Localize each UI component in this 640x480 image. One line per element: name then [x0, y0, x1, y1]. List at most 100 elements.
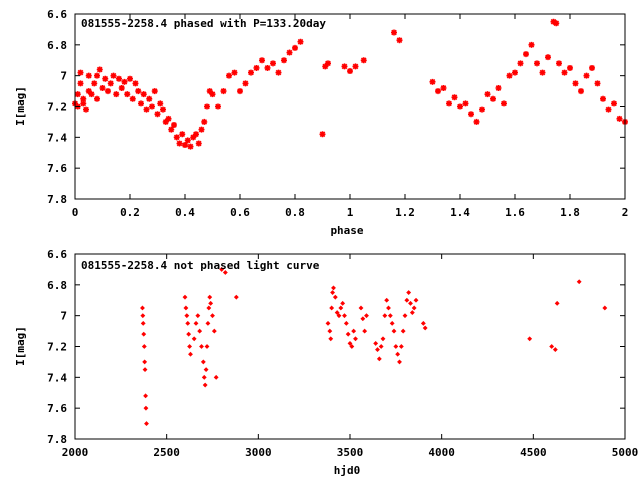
phased-data-point: [479, 106, 485, 113]
unphased-data-point: [347, 340, 353, 346]
phased-points: [72, 18, 628, 150]
unphased-data-point: [204, 344, 210, 349]
phased-data-point: [594, 80, 601, 87]
unphased-data-point: [336, 313, 342, 319]
unphased-panel-title: 081555-2258.4 not phased light curve: [81, 259, 320, 272]
unphased-data-point: [378, 344, 384, 349]
unphased-data-point: [140, 305, 145, 311]
unphased-y-tick-label: 7: [60, 310, 67, 323]
phased-data-point: [94, 95, 100, 102]
phased-data-point: [99, 85, 106, 91]
phased-data-point: [160, 106, 166, 113]
phased-data-point: [96, 66, 103, 73]
phased-data-point: [391, 29, 397, 36]
phased-y-tick-label: 7.2: [47, 101, 67, 114]
phased-data-point: [360, 57, 367, 64]
phased-data-point: [286, 49, 293, 56]
phased-data-point: [501, 100, 507, 107]
phased-data-point: [605, 106, 612, 113]
phased-data-point: [121, 78, 128, 85]
phased-data-point: [237, 88, 243, 95]
phased-data-point: [589, 64, 595, 71]
unphased-y-axis-title: I[mag]: [14, 326, 27, 366]
phased-data-point: [616, 115, 623, 122]
unphased-data-point: [219, 266, 225, 272]
phased-data-point: [116, 75, 122, 82]
phased-data-point: [176, 140, 183, 147]
unphased-data-point: [391, 328, 397, 334]
phased-data-point: [91, 80, 98, 87]
phased-y-tick-label: 7: [60, 70, 67, 83]
unphased-data-point: [400, 328, 406, 334]
unphased-data-point: [576, 279, 582, 285]
unphased-data-point: [387, 313, 393, 319]
phased-x-tick-label: 0.8: [285, 206, 305, 219]
phased-data-point: [292, 44, 298, 51]
phased-data-point: [146, 95, 153, 102]
phased-data-point: [83, 106, 89, 113]
phased-data-point: [553, 20, 560, 27]
phased-data-point: [523, 51, 529, 58]
unphased-y-tick-label: 7.4: [47, 371, 67, 384]
phased-x-tick-label: 1.2: [395, 206, 415, 219]
phased-data-point: [220, 88, 227, 95]
phased-data-point: [151, 88, 158, 95]
unphased-data-point: [140, 313, 146, 319]
phased-data-point: [135, 88, 142, 95]
unphased-data-point: [203, 367, 209, 373]
phased-y-tick-label: 7.6: [47, 162, 67, 175]
unphased-data-point: [422, 325, 428, 331]
unphased-data-point: [186, 331, 192, 337]
phased-data-point: [231, 69, 238, 76]
unphased-data-point: [420, 320, 426, 326]
unphased-data-point: [413, 297, 419, 303]
unphased-data-point: [328, 336, 334, 342]
phased-data-point: [138, 100, 144, 107]
unphased-data-point: [343, 320, 349, 326]
unphased-data-point: [342, 313, 347, 319]
phased-data-point: [270, 60, 276, 67]
unphased-data-point: [554, 300, 560, 306]
phased-data-point: [157, 100, 164, 107]
unphased-y-tick-label: 7.2: [47, 341, 67, 354]
unphased-data-point: [144, 421, 149, 427]
phased-data-point: [281, 57, 287, 64]
phased-data-point: [264, 64, 271, 71]
phased-data-point: [600, 95, 606, 102]
phased-x-tick-label: 0.6: [230, 206, 250, 219]
phased-data-point: [319, 131, 326, 138]
unphased-data-point: [411, 305, 417, 311]
unphased-data-point: [408, 300, 413, 306]
phased-panel-title: 081555-2258.4 phased with P=133.20day: [81, 17, 326, 30]
phased-data-point: [193, 131, 199, 138]
phased-data-point: [484, 91, 491, 98]
phased-data-point: [352, 63, 359, 70]
phased-y-tick-label: 7.4: [47, 131, 67, 144]
unphased-data-point: [330, 290, 336, 295]
phased-data-point: [435, 88, 441, 95]
unphased-data-point: [197, 328, 203, 334]
phased-x-tick-label: 1: [347, 206, 354, 219]
phased-data-point: [545, 54, 551, 61]
phased-data-point: [473, 118, 480, 125]
unphased-data-point: [349, 344, 355, 349]
unphased-data-point: [358, 305, 364, 311]
phased-y-tick-label: 6.8: [47, 39, 67, 52]
phased-data-point: [110, 72, 117, 79]
unphased-data-point: [185, 320, 191, 326]
unphased-x-tick-label: 3500: [337, 446, 364, 459]
unphased-y-tick-label: 6.8: [47, 279, 67, 292]
unphased-data-point: [141, 331, 147, 337]
unphased-ticks: 2000 2500 3000 3500 4000 4500 5000 6.6 6.8 7 7.2 7.…: [47, 248, 638, 459]
phased-data-point: [325, 60, 331, 67]
phased-x-tick-label: 1.8: [560, 206, 580, 219]
unphased-data-point: [205, 320, 211, 326]
phased-data-point: [88, 91, 95, 98]
phased-x-tick-label: 1.6: [505, 206, 525, 219]
unphased-data-point: [552, 347, 558, 353]
unphased-data-point: [386, 305, 391, 311]
unphased-data-point: [376, 356, 382, 362]
unphased-data-point: [143, 393, 149, 399]
phased-data-point: [154, 111, 161, 118]
phased-x-axis-title: phase: [330, 224, 363, 237]
